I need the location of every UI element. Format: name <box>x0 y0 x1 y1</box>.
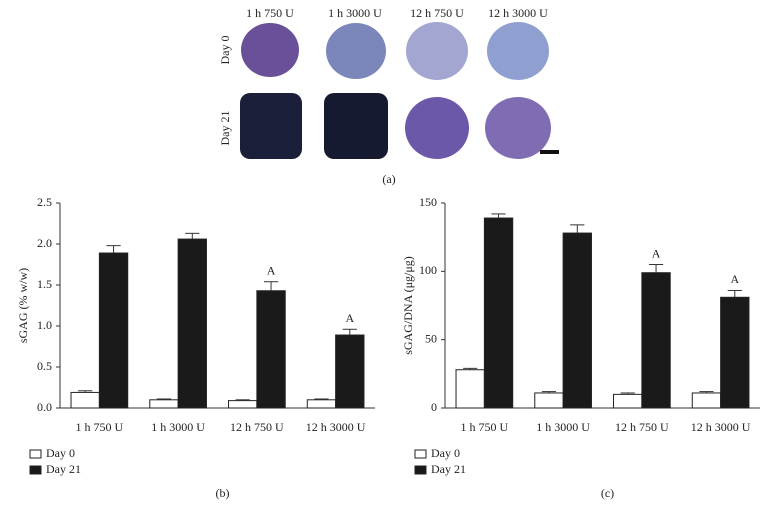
panel-label: (c) <box>601 486 614 500</box>
sample-image <box>485 97 551 159</box>
y-tick-label: 0.0 <box>37 400 52 414</box>
y-tick-label: 0.5 <box>37 359 52 373</box>
legend-swatch <box>414 449 427 459</box>
y-axis-label: sGAG (% w/w) <box>16 268 30 343</box>
panel-label: (b) <box>216 486 230 500</box>
x-tick-label: 12 h 750 U <box>230 420 284 434</box>
column-label: 12 h 750 U <box>410 6 464 20</box>
sample-image <box>241 23 299 77</box>
y-tick-label: 2.0 <box>37 236 52 250</box>
annotation: A <box>730 272 739 286</box>
bar <box>98 252 129 409</box>
y-axis-label: sGAG/DNA (μg/μg) <box>401 256 415 355</box>
y-tick-label: 0 <box>431 400 437 414</box>
bar <box>641 272 671 409</box>
sample-image <box>405 97 469 159</box>
legend-swatch <box>414 465 427 475</box>
legend-swatch <box>29 465 42 475</box>
bar <box>483 217 514 409</box>
annotation: A <box>267 263 276 277</box>
row-label: Day 0 <box>218 36 232 65</box>
bar <box>335 334 365 409</box>
bar <box>177 238 207 409</box>
scale-bar <box>540 150 559 154</box>
bar <box>691 392 722 409</box>
legend-label: Day 0 <box>46 446 75 460</box>
y-tick-label: 1.0 <box>37 318 52 332</box>
annotation: A <box>652 246 661 260</box>
x-tick-label: 1 h 3000 U <box>151 420 205 434</box>
legend-label: Day 21 <box>46 462 81 476</box>
column-label: 1 h 750 U <box>246 6 294 20</box>
legend-label: Day 0 <box>431 446 460 460</box>
x-tick-label: 1 h 750 U <box>76 420 124 434</box>
bar <box>256 290 286 409</box>
legend-swatch <box>29 449 42 459</box>
bar <box>720 296 750 409</box>
sample-image <box>324 93 388 159</box>
image-panel: 1 h 750 U 1 h 3000 U 12 h 750 U 12 h 300… <box>218 6 559 186</box>
x-tick-label: 12 h 3000 U <box>691 420 751 434</box>
x-tick-label: 12 h 3000 U <box>306 420 366 434</box>
y-tick-label: 150 <box>419 195 437 209</box>
sample-image <box>240 93 302 159</box>
sample-image <box>326 23 386 79</box>
y-tick-label: 100 <box>419 263 437 277</box>
x-tick-label: 1 h 750 U <box>461 420 509 434</box>
sample-image <box>406 22 468 80</box>
bar <box>306 399 337 409</box>
annotation: A <box>345 311 354 325</box>
x-tick-label: 1 h 3000 U <box>536 420 590 434</box>
column-label: 12 h 3000 U <box>488 6 548 20</box>
bar <box>228 400 258 409</box>
panel-label: (a) <box>382 172 395 186</box>
legend-label: Day 21 <box>431 462 466 476</box>
row-label: Day 21 <box>218 111 232 146</box>
bar <box>149 399 179 409</box>
bar <box>613 393 643 409</box>
y-tick-label: 50 <box>425 331 437 345</box>
bar <box>70 391 100 409</box>
column-label: 1 h 3000 U <box>328 6 382 20</box>
y-tick-label: 1.5 <box>37 277 52 291</box>
bar <box>455 369 485 409</box>
bar <box>534 392 564 409</box>
bar <box>562 232 592 409</box>
sample-image <box>487 22 549 80</box>
x-tick-label: 12 h 750 U <box>615 420 669 434</box>
y-tick-label: 2.5 <box>37 195 52 209</box>
